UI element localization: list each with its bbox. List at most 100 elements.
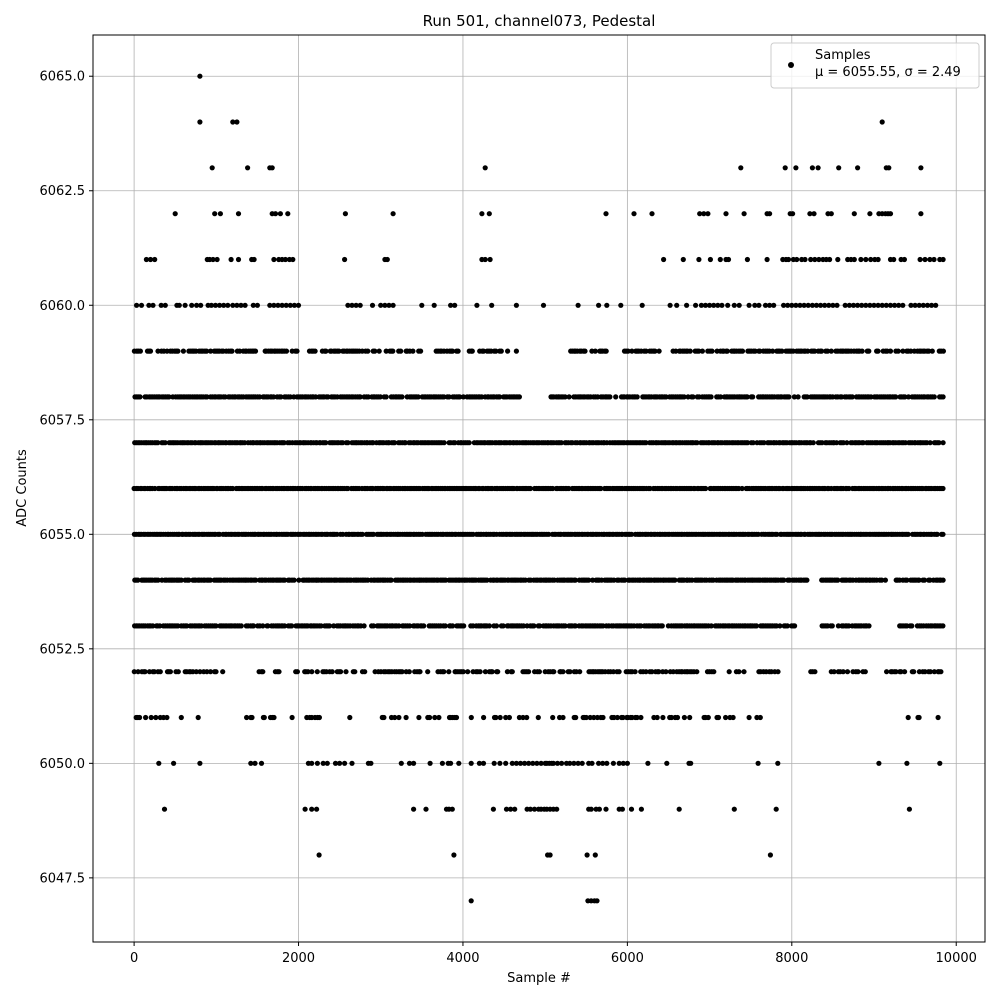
data-point (517, 760, 524, 766)
data-point (482, 669, 488, 675)
data-point (217, 302, 223, 308)
data-point (789, 302, 795, 308)
data-point (750, 394, 756, 400)
data-point (715, 302, 721, 308)
data-point (893, 394, 899, 400)
data-point (208, 348, 214, 354)
data-point (260, 623, 266, 629)
data-point (656, 348, 662, 354)
data-point (753, 623, 760, 629)
data-point (194, 302, 200, 308)
data-point (741, 211, 747, 217)
data-point (643, 348, 649, 354)
data-point (384, 256, 390, 263)
data-point (272, 211, 279, 217)
data-point (498, 348, 504, 354)
data-point (238, 302, 244, 308)
data-point (142, 669, 148, 675)
data-point (921, 577, 928, 583)
data-point (816, 256, 822, 263)
data-point (481, 714, 487, 721)
data-point (207, 669, 214, 675)
data-point (698, 302, 705, 308)
data-point (920, 302, 926, 308)
data-point (752, 302, 758, 308)
x-tick-label: 10000 (936, 951, 977, 966)
data-point (918, 165, 924, 171)
data-point (134, 302, 140, 308)
data-point (396, 714, 402, 721)
data-point (702, 302, 709, 308)
data-point (793, 165, 799, 171)
data-point (234, 119, 240, 125)
data-point (504, 669, 510, 675)
data-point (560, 714, 566, 721)
data-point (309, 806, 315, 812)
data-point (835, 577, 841, 583)
data-point (267, 302, 273, 308)
data-point (251, 256, 257, 263)
data-point (493, 714, 499, 721)
data-point (592, 852, 598, 858)
data-point (449, 348, 456, 354)
data-point (554, 806, 560, 812)
data-point (197, 119, 203, 125)
data-point (632, 669, 638, 675)
data-point (855, 302, 861, 308)
data-point (392, 714, 398, 721)
data-point (603, 806, 609, 812)
data-point (775, 760, 781, 766)
data-point (809, 302, 816, 308)
data-point (762, 302, 769, 308)
data-point (204, 669, 210, 675)
data-point (834, 302, 840, 308)
data-point (166, 394, 172, 400)
data-point (741, 669, 747, 675)
data-point (450, 623, 456, 629)
data-point (634, 394, 640, 400)
data-point (143, 256, 149, 263)
data-point (931, 669, 938, 675)
data-point (135, 577, 141, 583)
data-point (840, 669, 846, 675)
data-point (916, 577, 922, 583)
data-point (269, 165, 275, 171)
data-point (744, 256, 751, 263)
data-point (736, 669, 742, 675)
y-tick-label: 6060.0 (40, 299, 86, 314)
data-point (909, 623, 915, 629)
data-point (441, 440, 447, 446)
data-point (723, 211, 729, 217)
data-point (349, 760, 355, 766)
data-point (645, 760, 651, 766)
data-point (535, 714, 541, 721)
data-point (863, 256, 869, 263)
data-point (929, 302, 935, 308)
data-point (638, 806, 645, 812)
data-point (652, 348, 658, 354)
data-point (600, 760, 606, 766)
data-point (904, 577, 910, 583)
data-point (681, 394, 687, 400)
data-point (867, 211, 873, 217)
data-point (162, 302, 168, 308)
data-point (309, 669, 315, 675)
data-point (550, 760, 557, 766)
data-point (801, 302, 807, 308)
data-point (616, 760, 622, 766)
data-point (439, 760, 445, 766)
data-point (687, 714, 693, 721)
data-point (804, 577, 810, 583)
data-point (767, 302, 773, 308)
data-point (289, 623, 295, 629)
data-point (736, 302, 742, 308)
data-point (148, 714, 154, 721)
data-point (500, 623, 506, 629)
y-tick-label: 6050.0 (40, 757, 86, 772)
data-point (566, 394, 572, 400)
data-point (326, 623, 333, 629)
data-point (282, 623, 288, 629)
data-point (161, 806, 168, 812)
data-point (390, 302, 396, 308)
data-point (497, 714, 503, 721)
